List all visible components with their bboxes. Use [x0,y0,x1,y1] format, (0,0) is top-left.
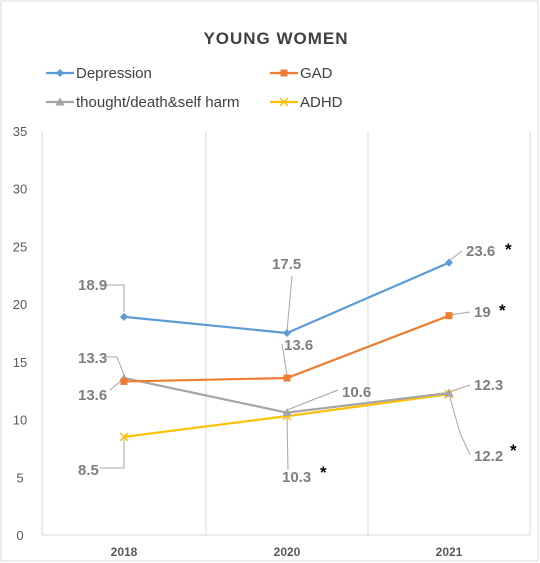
leader-line [448,393,471,456]
data-point [444,388,454,397]
legend-marker [279,97,289,107]
data-point [282,408,292,417]
legend-marker [55,97,65,106]
series-depression [120,258,453,337]
data-label: 13.3 [78,350,107,367]
legend-item: Depression [46,65,152,82]
data-point [445,258,453,267]
significance-marker: * [320,463,327,482]
x-tick-label: 2021 [436,545,463,559]
data-point [283,374,291,382]
y-tick-label: 5 [16,470,23,485]
y-tick-label: 30 [13,182,27,197]
x-tick-label: 2020 [274,545,301,559]
legend-label: GAD [300,65,333,82]
data-label: 8.5 [78,462,99,479]
data-label: 13.6 [284,337,313,354]
y-tick-label: 15 [13,355,27,370]
chart-title: YOUNG WOMEN [203,29,348,48]
leader-line [286,275,293,332]
leader-line [109,379,123,391]
data-label: 17.5 [272,256,301,273]
y-tick-label: 25 [13,239,27,254]
x-tick-label: 2018 [111,545,138,559]
marker-stroke [119,432,129,442]
data-point [119,432,129,442]
legend-label: thought/death&self harm [76,94,239,111]
data-label: 23.6 [466,243,495,260]
y-tick-label: 35 [13,124,27,139]
legend-marker [56,69,64,77]
data-point [120,377,128,385]
x-axis: 2018 2020 2021 [42,534,530,559]
legend-item: GAD [270,65,333,82]
series-group [119,258,454,442]
marker-stroke [279,97,289,107]
significance-marker: * [510,441,517,460]
y-tick-label: 0 [16,528,23,543]
leader-line [448,250,463,262]
legend: Depression GAD thought/death&self harm ADHD [46,65,343,111]
leader-line [100,284,125,312]
y-tick-label: 10 [13,413,27,428]
leader-line [286,389,339,411]
legend-marker [280,69,288,77]
significance-marker: * [505,240,512,259]
data-label: 12.2 [474,448,503,465]
data-point [283,329,291,337]
data-label: 10.3 [282,469,311,486]
legend-item: ADHD [270,94,343,111]
data-label: 12.3 [474,377,503,394]
leader-line [286,414,289,471]
gridlines [41,131,531,535]
legend-item: thought/death&self harm [46,94,239,111]
leader-line [281,343,288,376]
data-label: 19 [474,304,491,321]
legend-label: Depression [76,65,152,82]
leader-line [105,356,125,376]
series-gad [120,312,453,385]
y-tick-label: 20 [13,297,27,312]
data-label: 10.6 [342,384,371,401]
significance-marker: * [499,301,506,320]
data-label: 13.6 [78,387,107,404]
y-axis: 0 5 10 15 20 25 30 35 [13,124,27,543]
data-labels: 18.9 17.5 23.6 * 13.6 13.6 19 * 13.3 10.6 12.3 8.5 1… [78,240,517,486]
leader-line [100,436,125,469]
data-point [120,312,128,321]
data-point [445,312,453,320]
data-label: 18.9 [78,277,107,294]
legend-label: ADHD [300,94,343,111]
